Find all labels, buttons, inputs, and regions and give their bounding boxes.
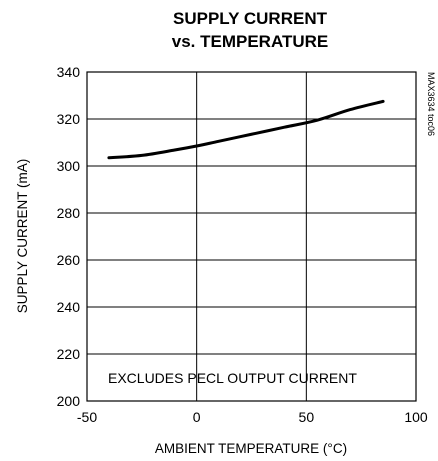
chart-title-line-1: SUPPLY CURRENT [173,9,328,28]
y-tick-label: 320 [57,111,81,127]
y-tick-label: 300 [57,158,81,174]
chart-annotation: EXCLUDES PECL OUTPUT CURRENT [108,370,357,386]
series-line [107,99,385,160]
grid [87,72,416,401]
y-tick-label: 240 [57,299,81,315]
x-tick-label: 100 [404,409,428,425]
x-tick-label: 0 [193,409,201,425]
x-axis-label: AMBIENT TEMPERATURE (°C) [155,441,347,456]
plot-frame [86,71,417,402]
series-layer [107,99,385,160]
y-tick-labels: 200 220 240 260 280 300 320 340 [57,64,81,409]
y-tick-label: 260 [57,252,81,268]
y-tick-label: 280 [57,205,81,221]
y-axis-label: SUPPLY CURRENT (mA) [15,159,30,314]
x-tick-label: 50 [299,409,315,425]
y-tick-label: 220 [57,346,81,362]
chart-title-line-2: vs. TEMPERATURE [172,32,329,51]
x-tick-label: -50 [77,409,97,425]
figure-id: MAX3634 toc06 [426,72,436,136]
y-tick-label: 200 [57,393,81,409]
x-tick-labels: -50 0 50 100 [77,409,428,425]
y-tick-label: 340 [57,64,81,80]
